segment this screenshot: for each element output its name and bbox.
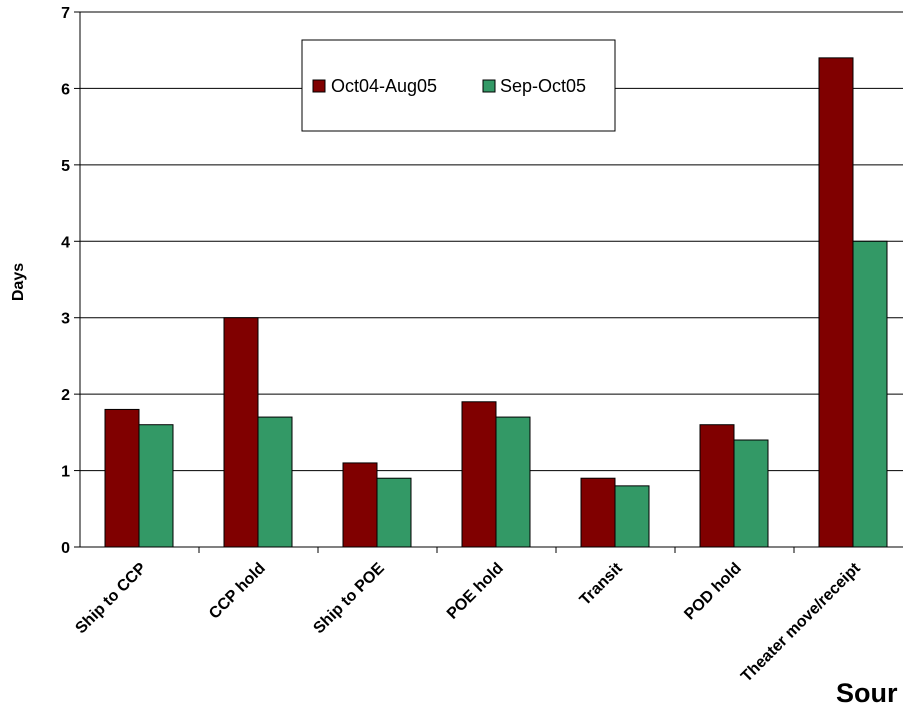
x-category-label: Ship to POE [310, 560, 388, 638]
x-category-label: Theater move/receipt [738, 559, 864, 685]
y-tick-label: 1 [61, 464, 70, 481]
legend-label-series-2: Sep-Oct05 [500, 76, 586, 96]
x-category-label: Transit [577, 559, 627, 609]
y-tick-label: 4 [61, 234, 70, 251]
legend-box [301, 39, 616, 132]
x-category-label: POD hold [681, 560, 745, 624]
bar-series-1 [818, 57, 854, 548]
bar-series-2 [614, 485, 650, 548]
x-category-label: Ship to CCP [72, 560, 150, 638]
bar-series-2 [852, 240, 888, 548]
bar-series-1 [580, 477, 616, 548]
legend-label-series-1: Oct04-Aug05 [331, 76, 437, 96]
x-category-label: POE hold [444, 560, 507, 623]
y-axis-label: Days [10, 263, 27, 301]
bar-series-1 [342, 462, 378, 548]
y-tick-label: 6 [61, 81, 70, 98]
bar-series-2 [495, 416, 531, 548]
y-tick-label: 0 [61, 540, 70, 557]
axes [74, 11, 903, 553]
source-annotation: Sour [836, 678, 898, 708]
legend-swatch-series-1 [312, 79, 326, 93]
y-tick-label: 5 [61, 158, 70, 175]
bars [104, 57, 888, 548]
y-tick-label: 3 [61, 311, 70, 328]
bar-series-2 [733, 439, 769, 548]
y-tick-label: 7 [61, 5, 70, 22]
x-category-labels: Ship to CCP CCP hold Ship to POE POE hold Tr… [72, 559, 864, 685]
legend-swatch-series-2 [482, 79, 496, 93]
bar-series-2 [138, 424, 174, 548]
bar-series-1 [223, 317, 259, 548]
x-category-label: CCP hold [206, 560, 269, 623]
bar-series-1 [104, 408, 140, 548]
legend: Oct04-Aug05 Sep-Oct05 [301, 39, 616, 132]
bar-series-1 [461, 401, 497, 548]
bar-series-1 [699, 424, 735, 548]
y-tick-labels: 0 1 2 3 4 5 6 7 [61, 5, 70, 557]
y-tick-label: 2 [61, 387, 70, 404]
bar-series-2 [376, 477, 412, 548]
bar-series-2 [257, 416, 293, 548]
